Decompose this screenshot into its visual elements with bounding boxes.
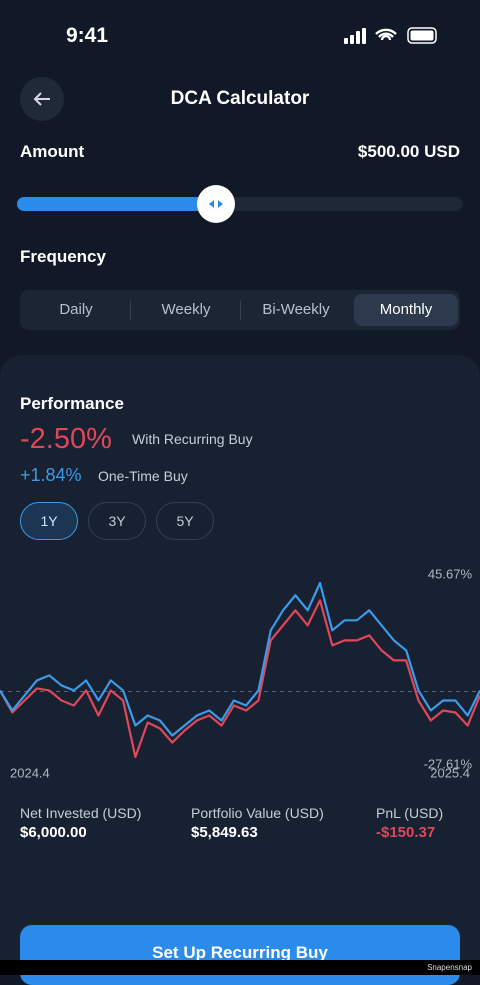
setup-button[interactable]: Set Up Recurring Buy — [20, 925, 460, 985]
back-button[interactable] — [20, 77, 64, 121]
x-tick-label: 2024.4 — [10, 765, 50, 780]
recurring-return: -2.50% — [20, 423, 112, 455]
range-button[interactable]: 1Y — [20, 502, 78, 540]
slider-thumb[interactable] — [197, 185, 235, 223]
one-time-label: One-Time Buy — [98, 468, 188, 484]
one-time-return: +1.84% — [20, 465, 82, 485]
slider-fill — [17, 197, 217, 211]
amount-label: Amount — [20, 142, 85, 161]
stat-value: -$150.37 — [376, 824, 436, 841]
stat-value: $6,000.00 — [20, 824, 87, 841]
watermark: Snapensnap — [0, 960, 480, 975]
frequency-label: Frequency — [20, 247, 106, 266]
series-line — [0, 581, 480, 737]
range-button[interactable]: 5Y — [156, 502, 214, 540]
page-title: DCA Calculator — [170, 88, 310, 109]
frequency-tab[interactable]: Bi-Weekly — [262, 301, 330, 318]
performance-card — [0, 355, 480, 975]
amount-value: $500.00 USD — [357, 142, 460, 161]
y-extreme-label: 45.67% — [428, 566, 473, 581]
stat-value: $5,849.63 — [191, 824, 258, 841]
frequency-tab[interactable]: Monthly — [354, 294, 458, 326]
tab-divider — [130, 300, 131, 320]
tab-divider — [240, 300, 241, 320]
stat-label: Portfolio Value (USD) — [191, 805, 324, 821]
frequency-tab[interactable]: Weekly — [161, 301, 211, 318]
status-time: 9:41 — [66, 24, 109, 47]
stat-label: PnL (USD) — [376, 805, 444, 821]
chart: 45.67% -27.61% 2024.4 2025.4 — [0, 566, 480, 780]
frequency-tab[interactable]: Daily — [59, 301, 93, 318]
stat-label: Net Invested (USD) — [20, 805, 142, 821]
recurring-label: With Recurring Buy — [132, 431, 253, 447]
performance-title: Performance — [20, 394, 124, 413]
x-tick-label: 2025.4 — [430, 765, 470, 780]
series-line — [0, 599, 480, 759]
frequency-tabs: Daily Weekly Bi-Weekly Monthly — [20, 290, 460, 330]
status-icons — [344, 27, 437, 44]
y-extreme-label: -27.61% — [424, 756, 473, 771]
range-button[interactable]: 3Y — [88, 502, 146, 540]
